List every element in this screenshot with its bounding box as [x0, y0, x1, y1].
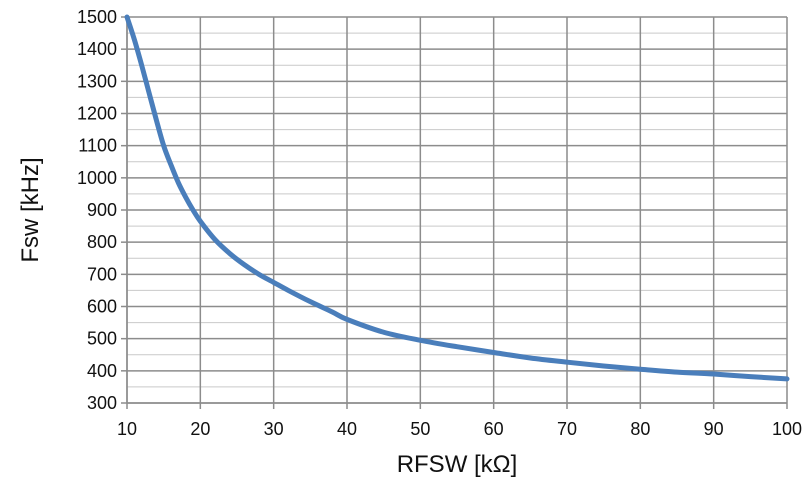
x-tick-label: 30	[264, 419, 284, 439]
x-tick-label: 90	[704, 419, 724, 439]
y-tick-label: 1100	[78, 136, 117, 156]
y-axis-title: Fsw [kHz]	[17, 157, 44, 262]
y-axis-ticks: 300 400 500 600 700 800 900 1000 1100 1200 1300 140…	[77, 7, 127, 413]
y-tick-label: 500	[87, 329, 117, 349]
series-layer	[124, 14, 790, 382]
y-tick-label: 1000	[77, 168, 117, 188]
y-tick-label: 1400	[77, 39, 117, 59]
x-tick-label: 40	[337, 419, 357, 439]
y-tick-label: 300	[87, 393, 117, 413]
y-tick-label: 1500	[77, 7, 117, 27]
x-tick-label: 80	[630, 419, 650, 439]
x-tick-label: 10	[117, 419, 137, 439]
x-tick-label: 100	[772, 419, 802, 439]
x-axis-ticks: 10 20 30 40 50 60 70 80 90 100	[117, 403, 802, 439]
y-tick-label: 400	[87, 361, 117, 381]
x-tick-label: 20	[190, 419, 210, 439]
x-tick-label: 60	[484, 419, 504, 439]
y-tick-label: 1200	[77, 104, 117, 124]
y-tick-label: 700	[87, 264, 117, 284]
y-tick-label: 900	[87, 200, 117, 220]
x-tick-label: 50	[410, 419, 430, 439]
series-line	[124, 14, 790, 382]
minor-grid	[127, 32, 787, 388]
y-tick-label: 1300	[77, 71, 117, 91]
y-tick-label: 600	[87, 297, 117, 317]
x-axis-title: RFSW [kΩ]	[397, 451, 518, 478]
x-tick-label: 70	[557, 419, 577, 439]
y-tick-label: 800	[87, 232, 117, 252]
